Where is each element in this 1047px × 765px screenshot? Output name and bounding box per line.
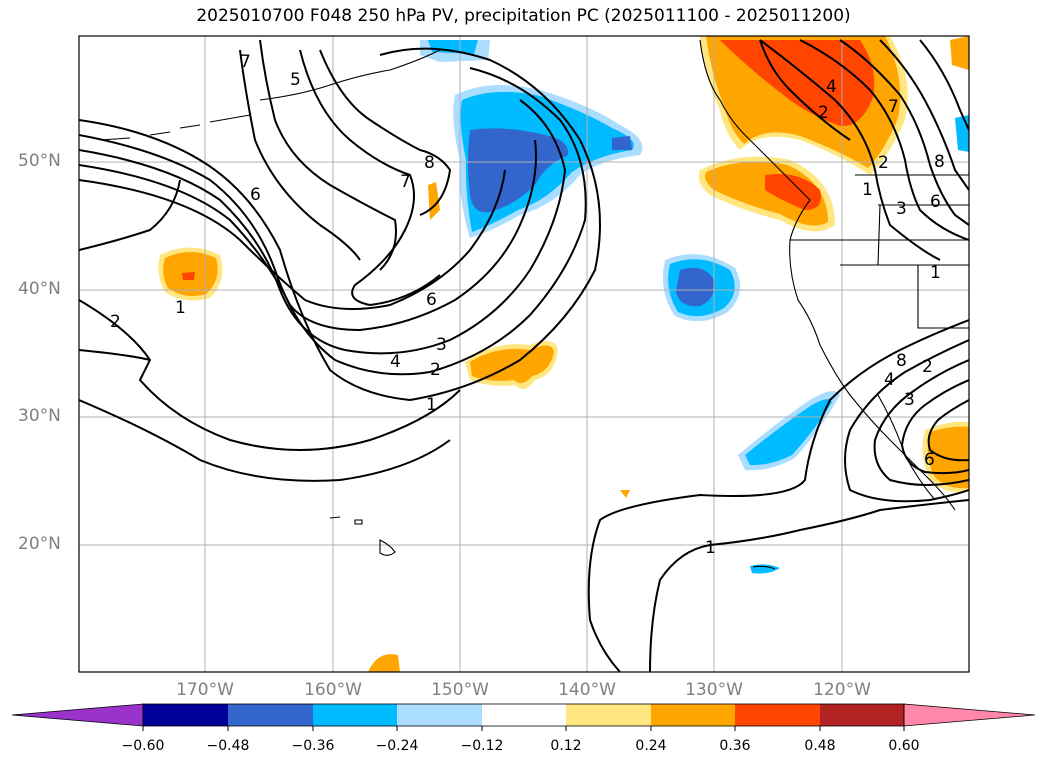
colorbar-tick-label: 0.12 — [550, 738, 582, 754]
longitude-label: 130°W — [685, 680, 743, 700]
contour-label: 3 — [904, 390, 915, 410]
longitude-label: 120°W — [813, 680, 871, 700]
contour-label: 2 — [922, 357, 933, 377]
positive-anomaly-region — [950, 36, 969, 70]
colorbar-tick-label: 0.24 — [635, 738, 667, 754]
contour-label: 2 — [878, 153, 889, 173]
colorbar-tick-label: −0.60 — [121, 738, 165, 754]
contour-label: 8 — [896, 351, 907, 371]
colorbar-bin — [143, 704, 228, 726]
latitude-label: 40°N — [18, 279, 61, 299]
contour-label: 1 — [426, 395, 437, 415]
colorbar-bin — [735, 704, 820, 726]
negative-anomaly-region — [428, 40, 478, 54]
positive-anomaly-region — [620, 490, 630, 498]
latitude-label: 20°N — [18, 534, 61, 554]
pv-contours — [79, 39, 969, 672]
contour-label: 4 — [390, 352, 401, 372]
contour-label: 3 — [896, 199, 907, 219]
contour-label: 1 — [862, 180, 873, 200]
contour-label: 2 — [110, 312, 121, 332]
contour-label: 1 — [930, 263, 941, 283]
negative-anomaly-region — [676, 267, 715, 307]
colorbar-bin — [820, 704, 904, 726]
colorbar-tick-label: 0.60 — [888, 738, 920, 754]
longitude-label: 170°W — [176, 680, 234, 700]
contour-label: 4 — [826, 77, 837, 97]
map-title: 2025010700 F048 250 hPa PV, precipitatio… — [196, 6, 851, 26]
latitude-label: 50°N — [18, 151, 61, 171]
positive-anomaly-region — [765, 174, 821, 210]
contour-label: 6 — [250, 185, 261, 205]
colorbar-bin — [566, 704, 651, 726]
contour-label: 6 — [426, 290, 437, 310]
contour-label: 1 — [705, 538, 716, 558]
contour-label: 2 — [430, 360, 441, 380]
contour-label: 1 — [175, 298, 186, 318]
colorbar-tick-label: −0.48 — [206, 738, 250, 754]
positive-anomaly-region — [182, 272, 195, 280]
longitude-label: 160°W — [304, 680, 362, 700]
longitude-label: 150°W — [431, 680, 489, 700]
contour-label: 3 — [436, 335, 447, 355]
colorbar-tick-label: 0.48 — [804, 738, 836, 754]
colorbar-bin — [397, 704, 482, 726]
contour-label: 7 — [888, 97, 899, 117]
colorbar-tick-label: 0.36 — [719, 738, 751, 754]
contour-label: 7 — [240, 52, 251, 72]
gridlines — [79, 36, 969, 672]
plot-area: 7 5 8 7 6 6 2 1 4 3 2 1 2 1 7 4 2 8 6 3 … — [79, 36, 969, 672]
contour-label: 4 — [884, 370, 895, 390]
colorbar-bin — [228, 704, 313, 726]
contour-label: 7 — [400, 172, 411, 192]
longitude-label: 140°W — [558, 680, 616, 700]
colorbar-bin — [313, 704, 397, 726]
negative-anomaly-region — [612, 136, 632, 150]
colorbar-tick-label: −0.36 — [291, 738, 335, 754]
coastlines — [99, 39, 969, 570]
positive-anomaly-region — [428, 182, 440, 220]
colorbar-bin — [482, 704, 566, 726]
contour-label: 8 — [934, 152, 945, 172]
negative-anomaly-region — [745, 399, 832, 466]
latitude-label: 30°N — [18, 406, 61, 426]
precipitation-shading — [158, 36, 969, 672]
contour-label: 6 — [924, 450, 935, 470]
colorbar — [11, 703, 1036, 731]
plot-frame — [78, 35, 970, 673]
colorbar-extend-right — [903, 703, 1036, 727]
contour-label: 6 — [930, 192, 941, 212]
contour-label: 8 — [424, 153, 435, 173]
negative-anomaly-region — [468, 128, 569, 213]
contour-label: 5 — [290, 70, 301, 90]
colorbar-tick-label: −0.24 — [375, 738, 419, 754]
colorbar-bin — [651, 704, 735, 726]
contour-labels: 7 5 8 7 6 6 2 1 4 3 2 1 2 1 7 4 2 8 6 3 … — [110, 52, 945, 558]
colorbar-extend-left — [11, 703, 144, 727]
positive-anomaly-region — [368, 654, 400, 672]
colorbar-tick-label: −0.12 — [460, 738, 504, 754]
contour-label: 2 — [818, 103, 829, 123]
